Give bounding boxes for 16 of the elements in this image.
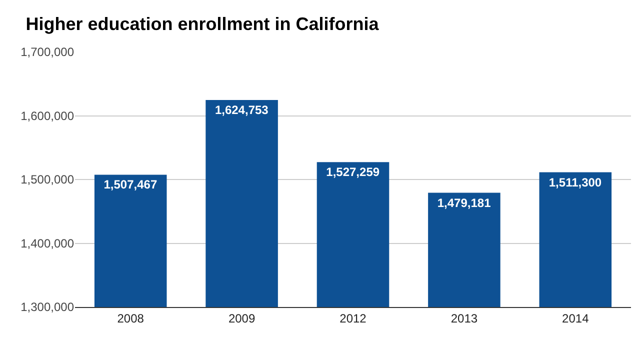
y-tick-label: 1,700,000 xyxy=(20,45,74,60)
x-tick-label: 2008 xyxy=(117,311,144,326)
data-label: 1,479,181 xyxy=(437,196,492,210)
y-tick-label: 1,400,000 xyxy=(20,236,74,250)
x-tick-label: 2014 xyxy=(562,311,590,326)
data-label: 1,507,467 xyxy=(104,178,158,192)
y-tick-label: 1,300,000 xyxy=(20,300,74,314)
chart-title: Higher education enrollment in California xyxy=(26,14,380,34)
x-tick-label: 2013 xyxy=(450,311,478,326)
x-tick-label: 2012 xyxy=(340,311,367,326)
data-label: 1,624,753 xyxy=(214,102,269,117)
x-tick-label: 2009 xyxy=(228,311,256,326)
data-label: 1,511,300 xyxy=(548,175,602,190)
y-tick-label: 1,600,000 xyxy=(20,108,74,123)
data-label: 1,527,259 xyxy=(326,165,380,180)
y-tick-label: 1,500,000 xyxy=(20,172,74,187)
